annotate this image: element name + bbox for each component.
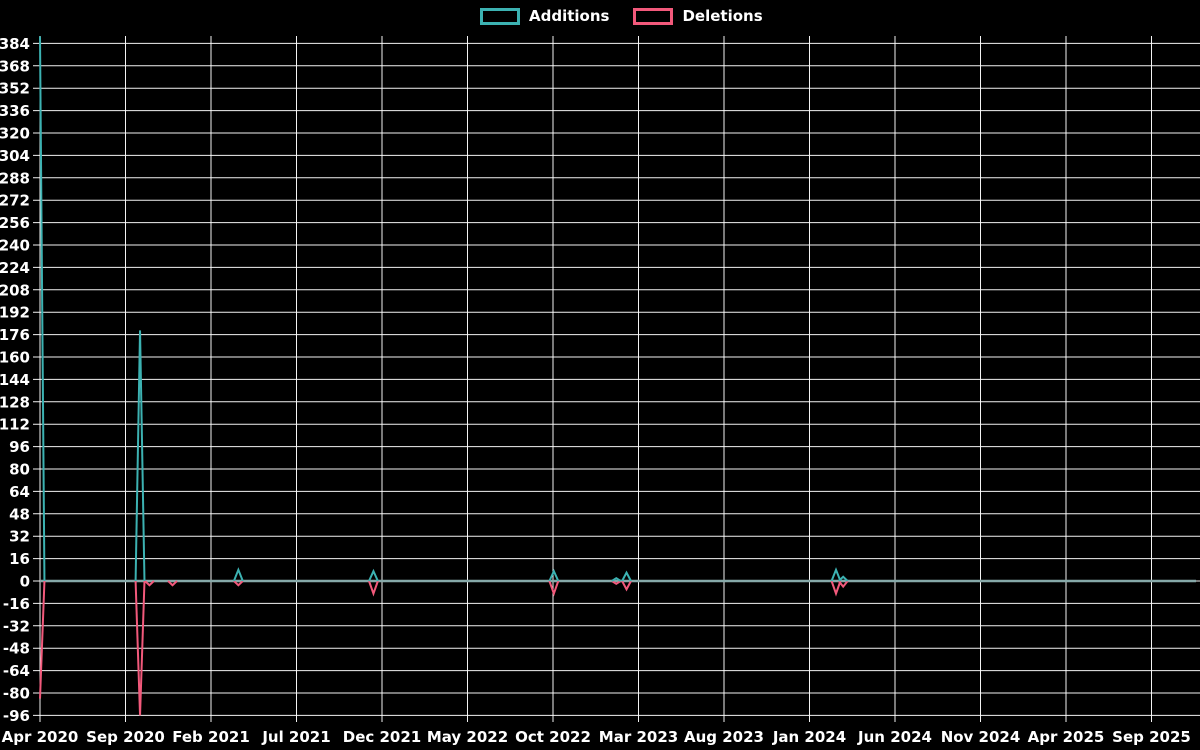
y-tick-label: -32 [3, 617, 30, 635]
y-tick-label: 32 [9, 528, 30, 546]
x-tick-label: Sep 2020 [86, 728, 165, 746]
y-tick-label: 144 [0, 371, 30, 389]
y-tick-label: -64 [3, 662, 30, 680]
legend-label-additions: Additions [529, 7, 610, 25]
y-tick-label: 80 [9, 461, 30, 479]
y-tick-label: 304 [0, 147, 30, 165]
additions-line [39, 36, 849, 582]
y-tick-label: 256 [0, 214, 30, 232]
x-tick-label: Apr 2025 [1028, 728, 1105, 746]
y-tick-label: 16 [9, 550, 30, 568]
y-tick-label: 224 [0, 259, 30, 277]
legend-item-additions[interactable]: Additions [480, 8, 609, 25]
y-tick-label: 0 [20, 573, 30, 591]
y-tick-label: 112 [0, 416, 30, 434]
x-tick-label: Aug 2023 [684, 728, 764, 746]
y-tick-label: 336 [0, 102, 30, 120]
deletions-swatch-icon [633, 8, 674, 25]
y-tick-label: 160 [0, 349, 30, 367]
y-tick-label: -16 [3, 595, 30, 613]
x-tick-label: Dec 2021 [343, 728, 422, 746]
x-tick-label: Apr 2020 [2, 728, 79, 746]
y-tick-label: 352 [0, 80, 30, 98]
x-tick-label: Mar 2023 [599, 728, 678, 746]
y-tick-label: 208 [0, 281, 30, 299]
y-tick-label: -96 [3, 707, 30, 725]
y-tick-label: 176 [0, 326, 30, 344]
y-tick-label: 192 [0, 304, 30, 322]
deletions-line [39, 580, 849, 716]
y-tick-label: -48 [3, 640, 30, 658]
y-tick-label: 288 [0, 169, 30, 187]
x-tick-label: May 2022 [427, 728, 508, 746]
x-tick-label: Oct 2022 [515, 728, 591, 746]
y-tick-label: 48 [9, 505, 30, 523]
y-tick-label: -80 [3, 685, 30, 703]
y-tick-label: 128 [0, 393, 30, 411]
additions-swatch-icon [480, 8, 520, 25]
y-tick-label: 96 [9, 438, 30, 456]
y-tick-label: 384 [0, 35, 30, 53]
x-tick-label: Feb 2021 [172, 728, 250, 746]
chart-legend: Additions Deletions [480, 8, 763, 25]
x-tick-label: Jan 2024 [772, 728, 846, 746]
x-tick-label: Sep 2025 [1112, 728, 1191, 746]
legend-label-deletions: Deletions [682, 7, 763, 25]
y-tick-label: 272 [0, 192, 30, 210]
legend-item-deletions[interactable]: Deletions [633, 7, 763, 25]
y-tick-label: 64 [9, 483, 30, 501]
y-tick-label: 240 [0, 237, 30, 255]
x-tick-label: Jun 2024 [857, 728, 932, 746]
y-tick-label: 320 [0, 125, 30, 143]
y-tick-label: 368 [0, 57, 30, 75]
x-tick-label: Nov 2024 [941, 728, 1021, 746]
x-tick-label: Jul 2021 [261, 728, 330, 746]
